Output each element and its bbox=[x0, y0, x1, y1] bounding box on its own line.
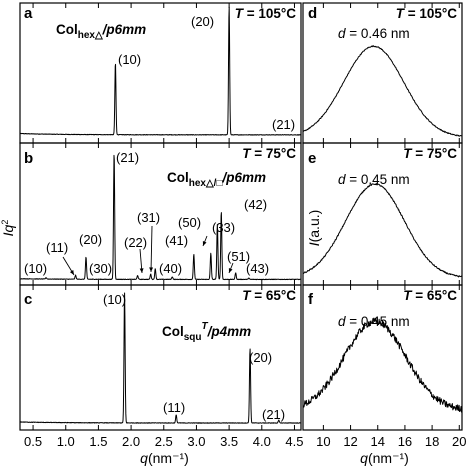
peak-label-a-20: (20) bbox=[191, 14, 214, 29]
x-tick-label: 16 bbox=[398, 434, 412, 449]
peak-label-b-42: (42) bbox=[244, 197, 267, 212]
phase-label-a: Colhex△/p6mm bbox=[56, 22, 146, 41]
peak-label-b-43: (43) bbox=[246, 261, 269, 276]
temperature-c: T = 65°C bbox=[242, 288, 296, 303]
peak-label-b-40: (40) bbox=[159, 261, 182, 276]
x-tick-label: 2.0 bbox=[122, 434, 140, 449]
arrow-head bbox=[228, 268, 233, 273]
peak-arrow bbox=[150, 225, 153, 273]
x-tick-label: 20 bbox=[452, 434, 466, 449]
trace-b bbox=[19, 154, 302, 281]
x-tick-label: 3.5 bbox=[220, 434, 238, 449]
x-tick-label: 14 bbox=[371, 434, 385, 449]
peak-label-a-21: (21) bbox=[272, 117, 295, 132]
peak-label-b-51: (51) bbox=[227, 249, 250, 264]
temperature-a: T = 105°C bbox=[235, 6, 297, 21]
frame-d bbox=[302, 2, 463, 144]
panel-letter-c: c bbox=[24, 291, 32, 308]
peak-label-c-21: (21) bbox=[262, 407, 285, 422]
arrow-head bbox=[69, 270, 74, 275]
peak-label-a-10: (10) bbox=[118, 52, 141, 67]
x-tick-label: 3.0 bbox=[187, 434, 205, 449]
peak-label-b-11: (11) bbox=[46, 240, 68, 255]
x-tick-label: 4.5 bbox=[285, 434, 303, 449]
trace-d bbox=[302, 45, 463, 137]
x-tick-label: 1.0 bbox=[57, 434, 75, 449]
phase-label-c: ColsquT/p4mm bbox=[162, 321, 251, 343]
frame-c bbox=[19, 284, 302, 431]
peak-label-b-30: (30) bbox=[89, 261, 112, 276]
temperature-f: T = 65°C bbox=[403, 288, 457, 303]
peak-label-b-50: (50) bbox=[178, 215, 201, 230]
panel-letter-e: e bbox=[308, 150, 316, 167]
x-tick-label: 18 bbox=[425, 434, 439, 449]
temperature-b: T = 75°C bbox=[242, 146, 296, 161]
peak-label-c-20: (20) bbox=[249, 350, 272, 365]
trace-a bbox=[19, 6, 302, 136]
d-spacing-d: d = 0.46 nm bbox=[338, 26, 410, 41]
peak-label-b-33: (33) bbox=[212, 220, 235, 235]
peak-label-b-31: (31) bbox=[137, 210, 160, 225]
arrow-head bbox=[202, 241, 207, 246]
x-tick-label: 1.5 bbox=[89, 434, 107, 449]
x-tick-label: 2.5 bbox=[155, 434, 173, 449]
phase-label-b: Colhex△/□/p6mm bbox=[167, 170, 266, 189]
labels: 0.5 1.0 1.5 2.0 2.5 3.0 3.5 4.0 4.5 10 12 14 16 18 20 q… bbox=[0, 5, 467, 466]
temperature-e: T = 75°C bbox=[403, 146, 457, 161]
trace-e bbox=[302, 183, 463, 278]
frame-e bbox=[302, 142, 463, 286]
traces bbox=[19, 6, 463, 424]
d-spacing-e: d = 0.45 nm bbox=[338, 172, 410, 187]
panel-frames bbox=[19, 2, 463, 431]
frame-f bbox=[302, 284, 463, 431]
x-tick-label: 0.5 bbox=[24, 434, 42, 449]
panel-letter-a: a bbox=[24, 5, 33, 22]
trace-f bbox=[302, 317, 463, 413]
peak-label-b-21: (21) bbox=[116, 150, 139, 165]
trace-c bbox=[19, 292, 302, 424]
panel-letter-f: f bbox=[308, 291, 314, 308]
peak-label-c-11: (11) bbox=[163, 400, 185, 415]
peak-label-b-22: (22) bbox=[124, 235, 147, 250]
d-spacing-f: d = 0.45 nm bbox=[338, 314, 410, 329]
peak-label-b-10: (10) bbox=[24, 261, 47, 276]
x-tick-label: 4.0 bbox=[253, 434, 271, 449]
arrow-head bbox=[139, 268, 144, 273]
panel-letter-d: d bbox=[308, 5, 317, 22]
x-axis-label-left: q(nm⁻¹) bbox=[140, 450, 189, 466]
x-tick-label: 12 bbox=[343, 434, 357, 449]
panel-letter-b: b bbox=[24, 150, 33, 167]
x-tick-label: 10 bbox=[316, 434, 330, 449]
y-axis-label-right: I(a.u.) bbox=[306, 210, 322, 247]
peak-label-b-20: (20) bbox=[79, 232, 102, 247]
arrow-head bbox=[149, 267, 154, 272]
x-axis-label-right: q(nm⁻¹) bbox=[360, 450, 409, 466]
peak-label-b-41: (41) bbox=[165, 233, 188, 248]
y-axis-label-left: Iq2 bbox=[0, 220, 16, 237]
peak-label-c-10: (10) bbox=[103, 292, 126, 307]
temperature-d: T = 105°C bbox=[396, 6, 458, 21]
